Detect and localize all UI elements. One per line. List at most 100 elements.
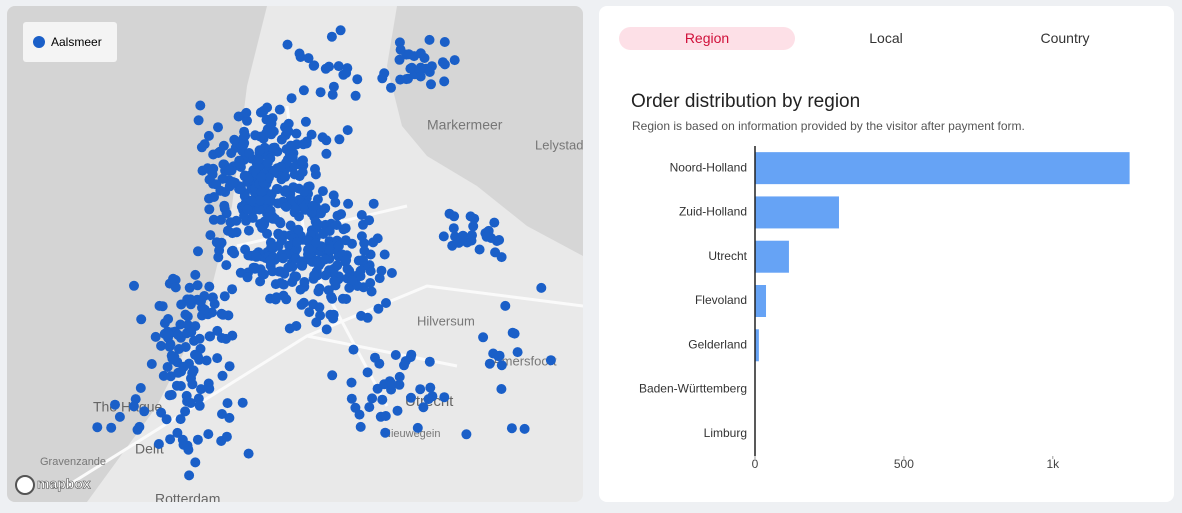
marker [283,126,294,137]
marker [163,314,174,324]
marker [176,366,187,377]
marker [366,286,377,297]
marker [175,319,186,330]
marker [262,157,273,168]
marker [162,362,173,372]
marker [355,265,366,276]
marker [271,183,282,194]
marker [278,290,289,301]
marker [246,195,257,206]
marker [381,298,391,308]
map[interactable]: Markermeer Lelystad Hilversum Amersfoort… [7,6,583,502]
marker [240,130,251,141]
marker [209,192,219,202]
marker [306,129,317,140]
marker [303,243,314,254]
marker [275,278,286,288]
attribution[interactable]: mapbox [37,475,91,492]
marker [364,402,375,413]
marker [346,377,357,388]
marker [254,145,265,156]
marker [221,431,232,442]
marker [282,39,293,50]
marker [196,384,206,395]
marker [328,190,339,201]
y-tick-label: Zuid-Holland [679,205,747,219]
marker [185,294,196,305]
marker [167,353,178,364]
marker [213,122,223,133]
marker [394,54,405,65]
marker [157,301,168,312]
marker [289,169,300,180]
marker [255,276,266,287]
marker [265,255,275,266]
marker [395,74,406,85]
marker [317,132,328,143]
marker [136,314,147,325]
marker [203,130,214,141]
marker [424,67,435,77]
marker [204,281,215,292]
marker [406,392,416,403]
marker [364,215,375,226]
marker [195,100,206,111]
marker [315,310,326,321]
tab[interactable]: Country [1040,30,1090,46]
marker [217,409,227,419]
legend-label: Aalsmeer [51,35,102,49]
marker [242,272,253,283]
marker [129,280,139,291]
marker [405,352,416,363]
marker [250,130,261,141]
marker [266,241,277,252]
marker [132,424,143,435]
marker [204,204,215,215]
marker [243,250,254,261]
marker [379,379,390,390]
marker [296,256,307,267]
marker [358,254,368,265]
bar [755,152,1130,185]
marker [512,347,523,358]
marker [208,214,219,225]
marker [164,341,175,352]
marker [276,134,287,145]
marker [340,223,351,234]
marker [468,221,479,232]
tab[interactable]: Region [619,27,795,50]
marker [377,394,388,405]
marker [204,331,215,342]
marker [500,300,511,311]
mapbox-logo [15,475,35,495]
marker [507,327,518,338]
marker [216,214,226,225]
marker [287,261,298,272]
marker [224,361,235,372]
marker [170,282,181,293]
tab[interactable]: Local [869,30,903,46]
marker [424,356,435,367]
marker [181,390,192,401]
marker [287,152,298,163]
marker [196,296,206,307]
marker [392,405,403,416]
place-label: Gravenzande [40,456,106,468]
marker [242,115,252,126]
marker [168,273,179,284]
marker [257,223,268,233]
bar [755,196,839,229]
marker [297,167,308,178]
marker [256,187,267,197]
marker [390,350,401,360]
marker [386,82,396,93]
marker [296,156,307,167]
marker [262,102,273,113]
marker [204,383,215,394]
marker [156,340,167,351]
marker [269,142,280,153]
marker [506,423,517,434]
marker [467,230,477,241]
marker [280,186,290,197]
marker [395,44,406,55]
